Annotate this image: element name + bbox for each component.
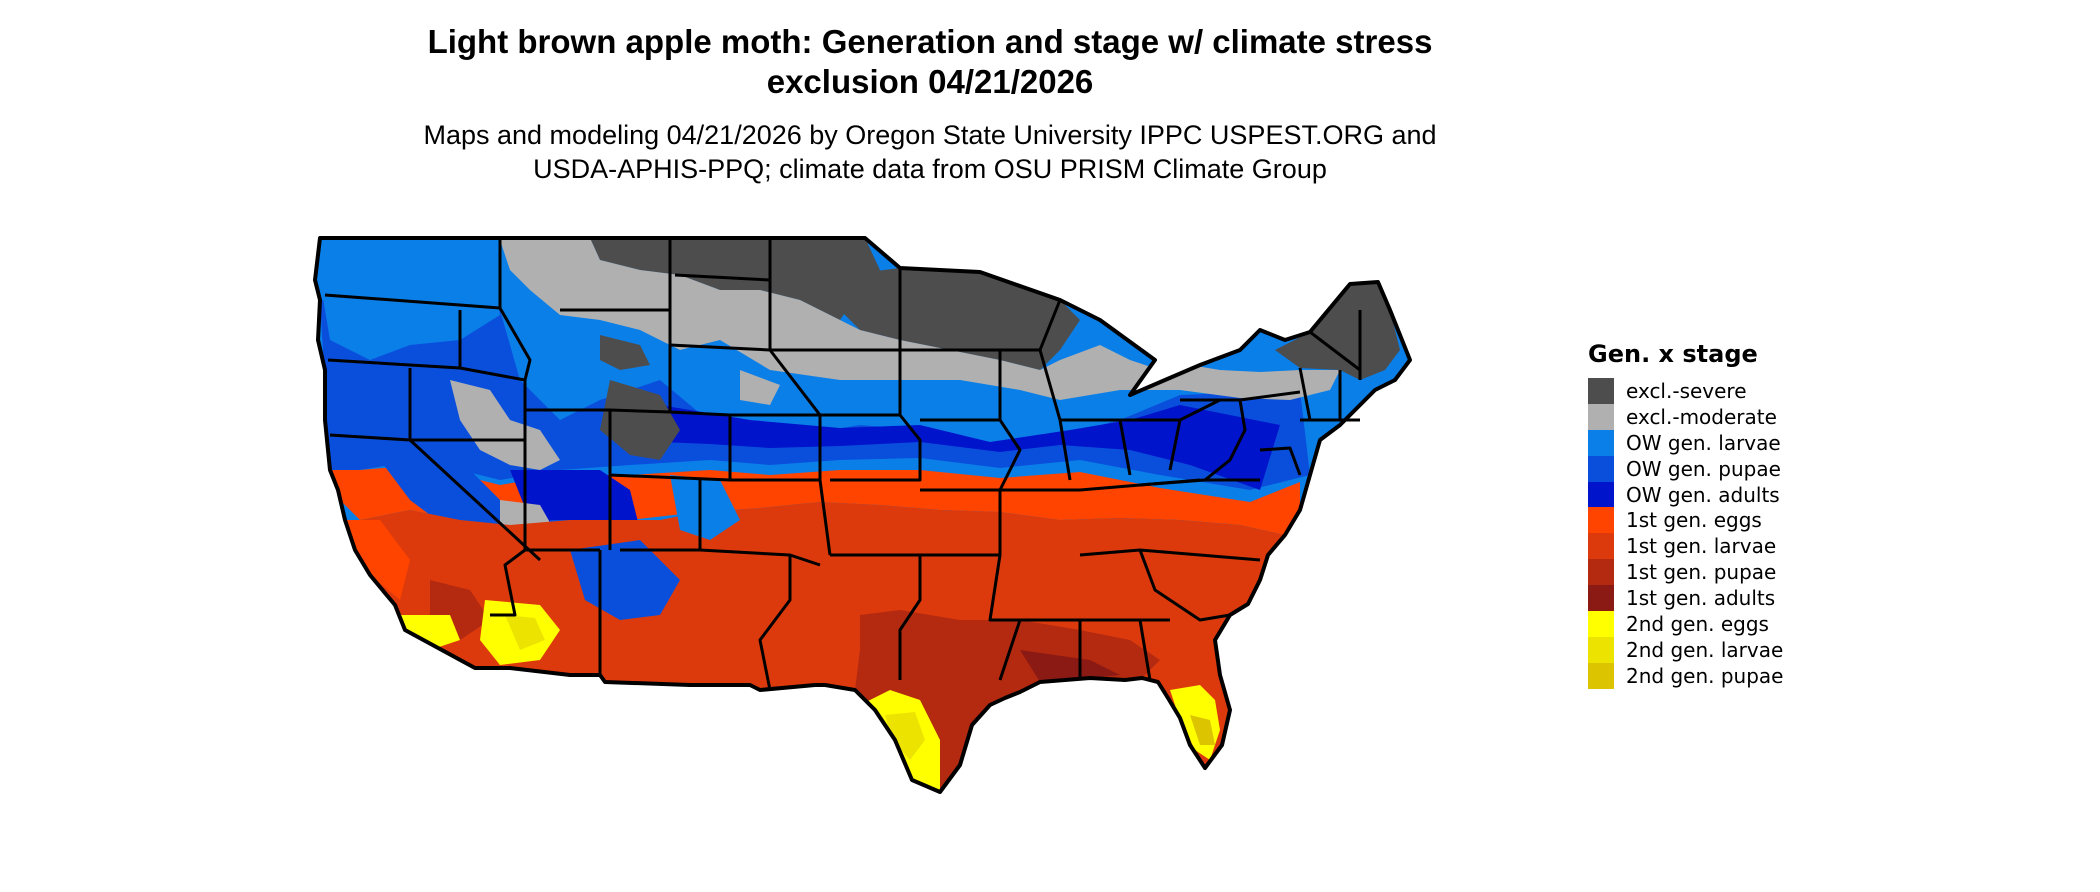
legend-item: 1st gen. larvae: [1588, 533, 1783, 560]
legend-label: OW gen. adults: [1626, 482, 1780, 507]
legend-swatch: [1588, 403, 1614, 430]
legend-swatch: [1588, 611, 1614, 637]
legend-swatch: [1588, 455, 1614, 482]
us-national-border: [313, 236, 1412, 794]
legend-item: excl.-moderate: [1588, 403, 1783, 430]
legend-swatch: [1588, 559, 1614, 586]
state-borders: [324, 238, 1362, 691]
legend-label: 2nd gen. pupae: [1626, 663, 1784, 688]
legend-swatch: [1588, 662, 1614, 689]
map-title: Light brown apple moth: Generation and s…: [310, 22, 1550, 102]
legend-item: 1st gen. adults: [1588, 585, 1783, 612]
legend-swatch: [1588, 481, 1614, 508]
legend-item: OW gen. pupae: [1588, 455, 1783, 482]
legend-item: 2nd gen. larvae: [1588, 636, 1784, 663]
map-subtitle-line-2: USDA-APHIS-PPQ; climate data from OSU PR…: [533, 154, 1327, 184]
legend-swatch: [1588, 378, 1614, 404]
map-title-line-2: exclusion 04/21/2026: [766, 63, 1094, 100]
legend-label: OW gen. pupae: [1626, 456, 1781, 481]
legend-item: excl.-severe: [1588, 378, 1783, 404]
legend-label: excl.-moderate: [1626, 404, 1777, 429]
map-title-line-1: Light brown apple moth: Generation and s…: [427, 23, 1433, 60]
legend-label: 1st gen. larvae: [1626, 534, 1777, 559]
legend-label: 1st gen. adults: [1626, 586, 1776, 611]
legend-label: 2nd gen. larvae: [1626, 637, 1784, 662]
map-subtitle: Maps and modeling 04/21/2026 by Oregon S…: [310, 118, 1550, 186]
legend-label: 1st gen. pupae: [1626, 560, 1777, 585]
legend-item: OW gen. adults: [1588, 481, 1783, 508]
legend-label: 1st gen. eggs: [1626, 508, 1762, 533]
legend-label: excl.-severe: [1626, 378, 1747, 403]
us-map: [300, 220, 1560, 892]
legend-label: OW gen. larvae: [1626, 430, 1781, 455]
legend-swatch: [1588, 636, 1614, 663]
legend-item: 2nd gen. eggs: [1588, 611, 1783, 637]
legend-label: 2nd gen. eggs: [1626, 611, 1769, 636]
map-title-block: Light brown apple moth: Generation and s…: [310, 22, 1550, 186]
map-legend: Gen. x stage excl.-severe excl.-moderate O…: [1588, 340, 1783, 689]
legend-swatch: [1588, 585, 1614, 612]
legend-item: 1st gen. eggs: [1588, 507, 1783, 534]
legend-swatch: [1588, 429, 1614, 456]
legend-items: excl.-severe excl.-moderate OW gen. larvae…: [1588, 378, 1783, 689]
legend-swatch: [1588, 507, 1614, 534]
legend-item: 2nd gen. pupae: [1588, 662, 1784, 689]
legend-title: Gen. x stage: [1588, 340, 1758, 368]
us-map-svg: [313, 236, 1412, 794]
legend-swatch: [1588, 533, 1614, 560]
legend-item: 1st gen. pupae: [1588, 559, 1783, 586]
legend-item: OW gen. larvae: [1588, 429, 1783, 456]
map-subtitle-line-1: Maps and modeling 04/21/2026 by Oregon S…: [423, 120, 1437, 150]
